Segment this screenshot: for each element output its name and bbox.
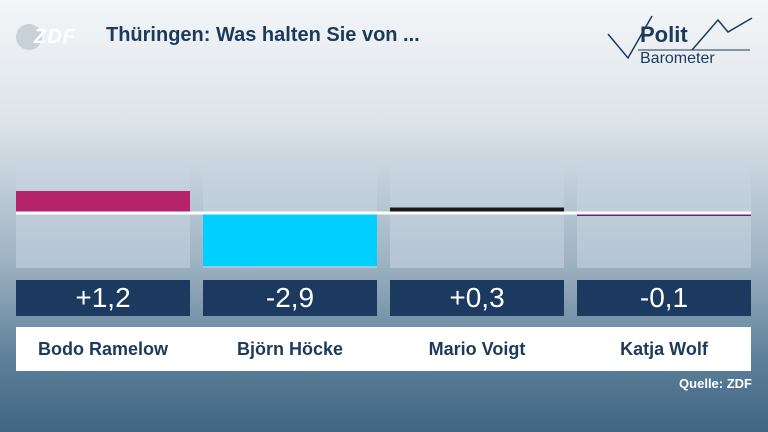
category-strip — [16, 327, 751, 371]
source-label: Quelle: ZDF — [679, 376, 752, 391]
bar — [16, 191, 190, 213]
brand-line1: Polit — [640, 22, 688, 47]
category-label: Katja Wolf — [620, 339, 708, 359]
chart-title: Thüringen: Was halten Sie von ... — [106, 24, 420, 46]
politbarometer-logo: Polit Barometer — [600, 14, 756, 78]
logo-circle — [16, 24, 42, 50]
category-label: Bodo Ramelow — [37, 339, 168, 359]
category-label: Mario Voigt — [428, 339, 526, 359]
bar — [203, 213, 377, 267]
bar — [390, 207, 564, 213]
category-label: Björn Höcke — [236, 339, 344, 359]
politbarometer-lines-icon — [607, 15, 753, 60]
value-label: -2,9 — [203, 280, 377, 316]
zdf-logo: ZDF — [16, 24, 80, 50]
logo-text: ZDF — [34, 26, 76, 48]
value-label: -0,1 — [577, 280, 751, 316]
value-label: +1,2 — [16, 280, 190, 316]
brand-line2: Barometer — [640, 50, 715, 67]
value-label: +0,3 — [390, 280, 564, 316]
